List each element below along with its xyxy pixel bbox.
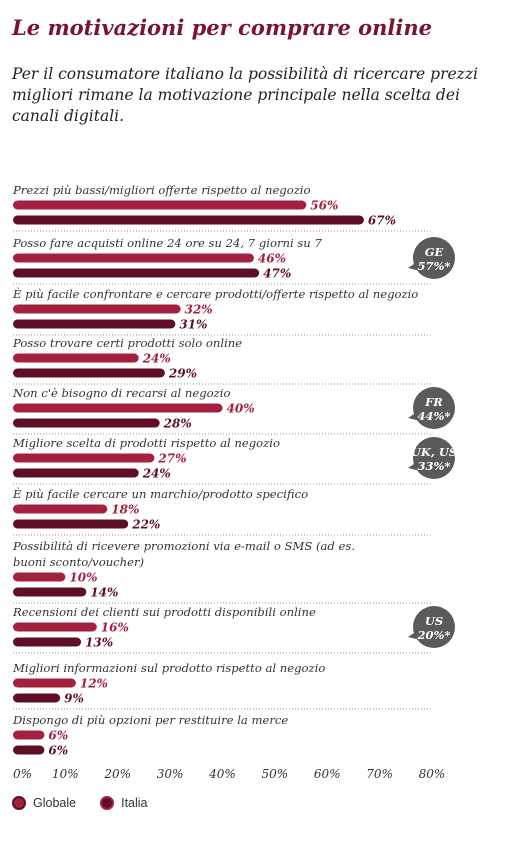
bar-globale xyxy=(13,678,76,688)
value-label-globale: 12% xyxy=(80,677,108,691)
badge-pointer xyxy=(408,412,420,421)
bar-italia xyxy=(13,745,45,755)
country-badge xyxy=(413,606,455,648)
legend: Globale Italia xyxy=(12,796,172,810)
bar-italia xyxy=(13,368,165,378)
badge-label: UK, US xyxy=(411,445,457,459)
chart-title: Le motivazioni per comprare online xyxy=(12,15,432,40)
bar-italia xyxy=(13,519,129,529)
category-label: Dispongo di più opzioni per restituire l… xyxy=(12,713,288,727)
value-label-globale: 18% xyxy=(111,503,139,517)
badge-label: FR xyxy=(424,395,443,409)
category-label: Migliori informazioni sul prodotto rispe… xyxy=(12,661,325,675)
x-tick-label: 80% xyxy=(419,767,446,781)
bar-globale xyxy=(13,304,181,314)
category-label: È più facile confrontare e cercare prodo… xyxy=(12,287,418,301)
badge-pointer xyxy=(408,462,420,471)
bar-globale xyxy=(13,253,254,263)
value-label-italia: 29% xyxy=(168,367,197,381)
value-label-italia: 22% xyxy=(131,518,160,532)
legend-label-globale: Globale xyxy=(33,796,77,810)
category-label: buoni sconto/voucher) xyxy=(13,555,144,569)
legend-swatch-globale xyxy=(12,796,26,810)
legend-label-italia: Italia xyxy=(121,796,148,810)
category-label: Possibilità di ricevere promozioni via e… xyxy=(12,539,355,553)
category-label: Prezzi più bassi/migliori offerte rispet… xyxy=(12,183,311,197)
bar-italia xyxy=(13,637,82,647)
bar-globale xyxy=(13,453,155,463)
x-tick-label: 20% xyxy=(103,767,131,781)
country-badge xyxy=(413,437,455,479)
badge-pointer xyxy=(408,631,420,640)
bar-globale xyxy=(13,622,97,632)
bar-italia xyxy=(13,268,260,278)
category-label: È più facile cercare un marchio/prodotto… xyxy=(12,487,308,501)
category-label: Posso fare acquisti online 24 ore su 24,… xyxy=(12,236,322,250)
badge-label: GE xyxy=(425,245,444,259)
value-label-globale: 56% xyxy=(310,199,338,213)
category-label: Posso trovare certi prodotti solo online xyxy=(12,336,242,350)
value-label-globale: 24% xyxy=(142,352,171,366)
value-label-italia: 47% xyxy=(263,267,291,281)
x-tick-label: 10% xyxy=(52,767,79,781)
category-label: Non c'è bisogno di recarsi al negozio xyxy=(12,386,230,400)
bar-italia xyxy=(13,693,61,703)
value-label-italia: 31% xyxy=(179,318,207,332)
category-label: Recensioni dei clienti sui prodotti disp… xyxy=(12,605,316,619)
legend-item-italia: Italia xyxy=(100,796,148,810)
value-label-italia: 24% xyxy=(142,467,171,481)
badge-label: US xyxy=(425,614,443,628)
chart-subtitle: Per il consumatore italiano la possibili… xyxy=(12,65,478,125)
value-label-globale: 40% xyxy=(227,402,255,416)
value-label-italia: 13% xyxy=(85,636,113,650)
bar-globale xyxy=(13,200,307,210)
legend-swatch-italia xyxy=(100,796,115,810)
value-label-globale: 6% xyxy=(48,729,68,743)
bar-italia xyxy=(13,468,139,478)
bar-globale xyxy=(13,730,45,740)
x-tick-label: 40% xyxy=(208,767,236,781)
country-badge xyxy=(413,387,455,429)
x-tick-label: 30% xyxy=(157,767,184,781)
value-label-globale: 32% xyxy=(185,303,213,317)
value-label-italia: 6% xyxy=(48,744,68,758)
badge-label: 33%* xyxy=(418,459,451,473)
category-label: Migliore scelta di prodotti rispetto al … xyxy=(12,436,280,450)
bar-globale xyxy=(13,403,223,413)
x-tick-label: 60% xyxy=(314,767,341,781)
badge-label: 20%* xyxy=(417,628,451,642)
x-tick-label: 70% xyxy=(366,767,393,781)
bar-globale xyxy=(13,504,108,514)
value-label-globale: 46% xyxy=(258,252,286,266)
badge-label: 57%* xyxy=(418,259,451,273)
bar-italia xyxy=(13,587,87,597)
bar-italia xyxy=(13,215,364,225)
badge-label: 44%* xyxy=(418,409,451,423)
badge-pointer xyxy=(408,262,420,271)
x-tick-label: 0% xyxy=(13,767,32,781)
value-label-italia: 9% xyxy=(64,692,84,706)
bar-globale xyxy=(13,572,66,582)
bar-italia xyxy=(13,418,160,428)
value-label-globale: 27% xyxy=(157,452,186,466)
x-tick-label: 50% xyxy=(262,767,289,781)
legend-item-globale: Globale xyxy=(12,796,76,810)
bar-globale xyxy=(13,353,139,363)
country-badge xyxy=(413,237,455,279)
value-label-italia: 67% xyxy=(368,214,396,228)
bar-italia xyxy=(13,319,176,329)
value-label-globale: 10% xyxy=(69,571,97,585)
value-label-italia: 14% xyxy=(90,586,118,600)
value-label-globale: 16% xyxy=(101,621,129,635)
value-label-italia: 28% xyxy=(163,417,192,431)
